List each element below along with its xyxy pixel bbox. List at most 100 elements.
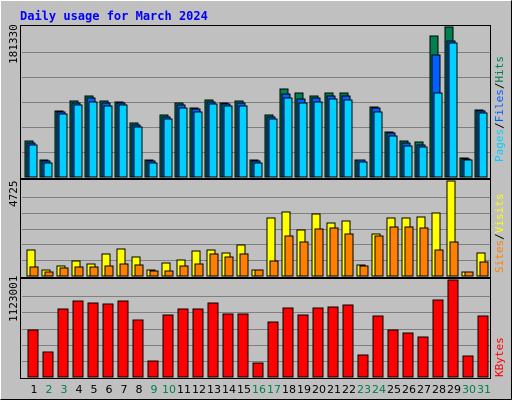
bar-kbytes-day-18 — [282, 307, 294, 378]
x-tick-label: 28 — [432, 383, 446, 396]
bar-pages-day-24 — [373, 111, 383, 178]
bar-kbytes-day-22 — [342, 304, 354, 378]
bar-sites-day-12 — [194, 263, 204, 277]
bar-kbytes-day-17 — [267, 321, 279, 378]
bar-pages-day-19 — [298, 102, 308, 178]
x-tick-label: 14 — [222, 383, 236, 396]
panel-kbytes-box — [20, 278, 491, 379]
bar-pages-day-9 — [148, 162, 158, 178]
bar-pages-day-28 — [433, 92, 443, 178]
x-tick-label: 8 — [136, 383, 143, 396]
bar-sites-day-4 — [74, 266, 84, 277]
bar-sites-day-27 — [419, 227, 429, 277]
bar-pages-day-7 — [118, 104, 128, 178]
bar-sites-day-21 — [329, 227, 339, 277]
x-tick-label: 3 — [61, 383, 68, 396]
bar-sites-day-16 — [254, 269, 264, 277]
bar-kbytes-day-4 — [72, 300, 84, 378]
bar-sites-day-29 — [449, 241, 459, 277]
bar-pages-day-13 — [208, 103, 218, 178]
x-tick-label: 27 — [417, 383, 431, 396]
panel-kbytes: 1123001 KBytes — [7, 276, 506, 379]
bar-pages-day-17 — [268, 118, 278, 178]
bar-sites-day-17 — [269, 260, 279, 277]
bar-pages-day-25 — [388, 135, 398, 178]
bar-kbytes-day-30 — [462, 355, 474, 378]
bar-sites-day-10 — [164, 270, 174, 277]
bar-kbytes-day-26 — [402, 332, 414, 378]
bar-kbytes-day-28 — [432, 299, 444, 378]
bar-sites-day-26 — [404, 226, 414, 277]
bar-kbytes-day-21 — [327, 306, 339, 378]
panel-hits-legend: Pages/Files/Hits — [493, 56, 506, 162]
bar-sites-day-14 — [224, 256, 234, 277]
bar-sites-day-25 — [389, 226, 399, 277]
x-tick-label: 29 — [447, 383, 461, 396]
bar-pages-day-3 — [58, 113, 68, 178]
bar-pages-day-12 — [193, 111, 203, 178]
bar-pages-day-8 — [133, 126, 143, 178]
bar-pages-day-14 — [223, 105, 233, 178]
bar-kbytes-day-9 — [147, 360, 159, 378]
x-tick-label: 23 — [357, 383, 371, 396]
bar-kbytes-day-6 — [102, 303, 114, 378]
x-tick-label: 18 — [282, 383, 296, 396]
bar-sites-day-7 — [119, 263, 129, 277]
x-tick-label: 31 — [477, 383, 491, 396]
x-tick-label: 22 — [342, 383, 356, 396]
bar-kbytes-day-15 — [237, 313, 249, 378]
bar-sites-day-20 — [314, 228, 324, 277]
chart-marks: 1 2 3 4 5 6 7 8 9 10 11 12 13 14 15 16 17 18 19 20 21 22 23 24 2… — [22, 26, 491, 396]
bar-sites-day-24 — [374, 235, 384, 277]
bar-sites-day-23 — [359, 265, 369, 277]
bar-kbytes-day-19 — [297, 314, 309, 378]
x-tick-label: 2 — [46, 383, 53, 396]
bar-pages-day-16 — [253, 162, 263, 178]
bar-pages-day-18 — [283, 97, 293, 178]
bar-kbytes-day-23 — [357, 354, 369, 378]
bar-pages-day-4 — [73, 104, 83, 178]
bar-sites-day-15 — [239, 253, 249, 277]
bar-pages-day-30 — [463, 159, 473, 178]
bar-pages-day-23 — [358, 161, 368, 178]
bar-pages-day-5 — [88, 101, 98, 178]
x-tick-label: 19 — [297, 383, 311, 396]
x-tick-label: 24 — [372, 383, 386, 396]
panel-hits-box — [20, 25, 491, 179]
bar-sites-day-31 — [479, 261, 489, 277]
bar-pages-day-15 — [238, 105, 248, 178]
bar-sites-day-3 — [59, 267, 69, 277]
bar-sites-day-11 — [179, 265, 189, 277]
x-tick-label: 12 — [192, 383, 206, 396]
x-tick-label: 10 — [162, 383, 176, 396]
x-tick-label: 6 — [106, 383, 113, 396]
x-tick-label: 5 — [91, 383, 98, 396]
bar-sites-day-18 — [284, 235, 294, 277]
x-tick-label: 30 — [462, 383, 476, 396]
bar-kbytes-day-24 — [372, 315, 384, 378]
bar-sites-day-5 — [89, 266, 99, 277]
panel-visits-box — [20, 179, 491, 278]
panel-hits-max-label: 181330 — [7, 24, 20, 64]
bar-kbytes-day-2 — [42, 351, 54, 378]
panel-kbytes-max-label: 1123001 — [7, 276, 20, 322]
bar-kbytes-day-20 — [312, 307, 324, 378]
bar-pages-day-22 — [343, 99, 353, 178]
legend-files: Files — [493, 89, 506, 122]
panel-visits: 4725 Sites/Visits — [7, 179, 506, 278]
bar-kbytes-day-16 — [252, 362, 264, 378]
panel-hits: 181330 Pages/Files/Hits — [7, 24, 506, 179]
panel-visits-max-label: 4725 — [7, 181, 20, 208]
bar-sites-day-8 — [134, 264, 144, 277]
bar-kbytes-day-8 — [132, 319, 144, 378]
bar-kbytes-day-25 — [387, 329, 399, 378]
x-tick-label: 7 — [121, 383, 128, 396]
bar-kbytes-day-1 — [27, 329, 39, 378]
x-tick-label: 15 — [237, 383, 251, 396]
bar-pages-day-26 — [403, 145, 413, 178]
x-tick-label: 4 — [76, 383, 83, 396]
legend-visits: Visits — [493, 194, 506, 234]
bar-pages-day-6 — [103, 105, 113, 178]
bar-kbytes-day-11 — [177, 308, 189, 378]
